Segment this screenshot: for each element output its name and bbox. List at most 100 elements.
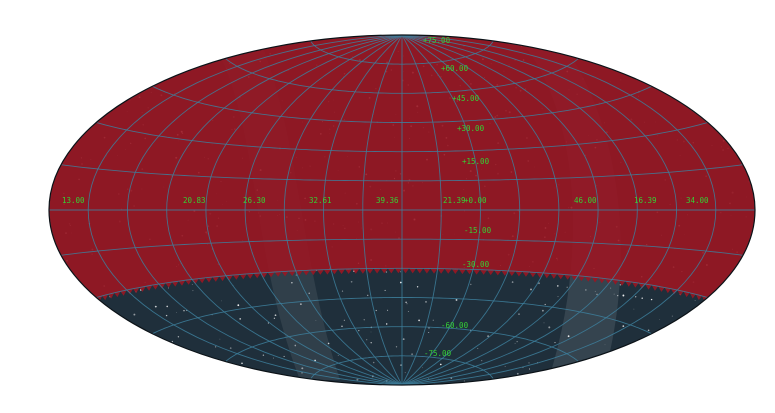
star bbox=[411, 353, 414, 356]
star bbox=[724, 301, 725, 302]
star bbox=[516, 372, 519, 375]
star bbox=[44, 205, 45, 206]
dec-label: +75.00 bbox=[423, 36, 451, 45]
star bbox=[341, 290, 344, 292]
star bbox=[367, 294, 369, 296]
star bbox=[283, 355, 285, 357]
star bbox=[179, 374, 181, 376]
star bbox=[301, 367, 304, 370]
star bbox=[659, 319, 661, 320]
star bbox=[372, 361, 375, 364]
star bbox=[239, 370, 242, 372]
star bbox=[293, 39, 295, 40]
star bbox=[474, 33, 475, 34]
star bbox=[166, 347, 168, 349]
star bbox=[229, 347, 232, 349]
star bbox=[385, 271, 388, 273]
star bbox=[750, 296, 753, 299]
star bbox=[721, 352, 723, 355]
star bbox=[54, 119, 55, 121]
star bbox=[463, 380, 465, 382]
star bbox=[235, 372, 236, 373]
star bbox=[54, 345, 56, 348]
star bbox=[516, 341, 518, 343]
star bbox=[214, 346, 217, 348]
right-ascension-line bbox=[126, 35, 403, 385]
star bbox=[162, 51, 164, 54]
star bbox=[548, 326, 551, 329]
star bbox=[744, 35, 746, 36]
star bbox=[273, 317, 276, 319]
star bbox=[315, 320, 317, 322]
star bbox=[281, 42, 282, 44]
star bbox=[732, 69, 734, 71]
right-ascension-line bbox=[401, 35, 560, 385]
star bbox=[707, 55, 708, 56]
star bbox=[743, 95, 746, 97]
star bbox=[636, 381, 639, 384]
ra-label: 16.39 bbox=[634, 196, 657, 205]
star bbox=[523, 34, 524, 35]
star bbox=[652, 347, 654, 350]
star bbox=[610, 287, 612, 289]
star bbox=[219, 338, 221, 340]
star bbox=[85, 103, 87, 105]
ra-label: 39.36 bbox=[376, 196, 399, 205]
star bbox=[405, 301, 407, 304]
star bbox=[129, 332, 132, 334]
star bbox=[611, 37, 614, 40]
star bbox=[178, 363, 181, 366]
star bbox=[386, 323, 388, 325]
star bbox=[166, 305, 169, 308]
star bbox=[150, 359, 152, 361]
star bbox=[95, 89, 96, 91]
star bbox=[255, 387, 256, 388]
star bbox=[216, 369, 218, 371]
star bbox=[274, 314, 277, 317]
dec-label: +30.00 bbox=[457, 124, 485, 133]
star bbox=[119, 376, 122, 379]
star bbox=[291, 282, 293, 284]
star bbox=[491, 384, 494, 385]
star bbox=[61, 154, 64, 156]
ra-label: 46.00 bbox=[574, 196, 597, 205]
star bbox=[188, 364, 190, 367]
star bbox=[301, 372, 303, 374]
star bbox=[680, 43, 682, 45]
star bbox=[481, 360, 483, 362]
star bbox=[74, 311, 77, 314]
star bbox=[722, 349, 724, 352]
star bbox=[633, 308, 635, 310]
star bbox=[72, 100, 74, 103]
star bbox=[754, 42, 755, 45]
star bbox=[543, 322, 545, 324]
star bbox=[610, 41, 612, 43]
star bbox=[164, 33, 166, 35]
star bbox=[177, 336, 180, 338]
star bbox=[49, 101, 51, 103]
star bbox=[530, 288, 532, 291]
star bbox=[327, 342, 330, 345]
star bbox=[622, 294, 625, 297]
star bbox=[617, 372, 620, 375]
star bbox=[505, 387, 506, 388]
star bbox=[544, 303, 546, 306]
star bbox=[57, 99, 59, 101]
star bbox=[725, 77, 727, 79]
star bbox=[739, 61, 742, 64]
star bbox=[104, 317, 106, 319]
right-ascension-line bbox=[87, 35, 403, 385]
star bbox=[99, 340, 102, 342]
star bbox=[57, 58, 59, 60]
star bbox=[634, 382, 636, 383]
star bbox=[170, 49, 172, 52]
ra-label: 32.61 bbox=[309, 196, 332, 205]
star bbox=[267, 44, 269, 45]
star bbox=[567, 335, 570, 338]
star bbox=[139, 36, 142, 39]
star bbox=[95, 111, 97, 113]
star bbox=[337, 355, 339, 356]
star bbox=[528, 362, 530, 364]
star bbox=[604, 344, 606, 346]
